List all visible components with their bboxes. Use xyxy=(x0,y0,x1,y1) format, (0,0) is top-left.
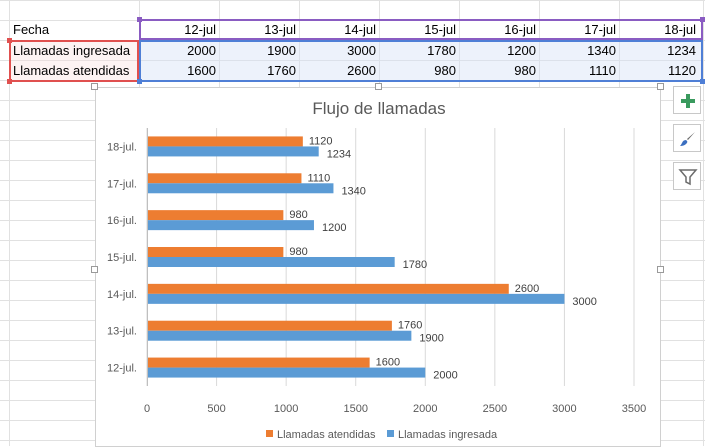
bar-ingresada[interactable] xyxy=(148,257,395,267)
chart-elements-button[interactable] xyxy=(673,86,701,114)
value-cell[interactable]: 1234 xyxy=(667,43,696,58)
bar-atendidas[interactable] xyxy=(148,210,284,221)
bar-chart: Flujo de llamadas 0 500 1000 1500 2000 2500 300… xyxy=(107,99,646,441)
date-cell[interactable]: 18-jul xyxy=(664,22,696,37)
value-cell[interactable]: 1900 xyxy=(267,43,296,58)
data-label: 1600 xyxy=(376,357,400,369)
legend-label[interactable]: Llamadas atendidas xyxy=(277,429,376,441)
value-cell[interactable]: 1780 xyxy=(427,43,456,58)
bar-atendidas[interactable] xyxy=(148,136,303,147)
chart-title: Flujo de llamadas xyxy=(312,99,445,118)
chart-object[interactable]: Flujo de llamadas 0 500 1000 1500 2000 2500 300… xyxy=(95,87,661,447)
data-label: 1340 xyxy=(341,185,365,197)
bar-atendidas[interactable] xyxy=(148,247,284,257)
range-handle[interactable] xyxy=(137,79,142,84)
data-label: 980 xyxy=(289,209,307,221)
values-range-highlight xyxy=(139,40,703,82)
legend-swatch xyxy=(387,430,394,437)
row-label-cell-ingresada[interactable]: Llamadas ingresada xyxy=(13,43,131,58)
range-handle[interactable] xyxy=(7,38,12,43)
bar-atendidas[interactable] xyxy=(148,283,509,294)
category-label: 15-jul. xyxy=(107,252,137,264)
date-cell[interactable]: 14-jul xyxy=(344,22,376,37)
data-label: 980 xyxy=(289,246,307,258)
brush-icon xyxy=(680,132,695,146)
bar-atendidas[interactable] xyxy=(148,173,302,184)
bar-ingresada[interactable] xyxy=(148,330,412,341)
chart-styles-button[interactable] xyxy=(673,124,701,152)
date-cell[interactable]: 12-jul xyxy=(184,22,216,37)
row-label-cell-atendidas[interactable]: Llamadas atendidas xyxy=(13,63,130,78)
bar-ingresada[interactable] xyxy=(148,183,334,194)
bar-atendidas[interactable] xyxy=(148,357,370,368)
value-cell[interactable]: 980 xyxy=(514,63,536,78)
chart-resize-handle[interactable] xyxy=(91,83,98,90)
category-label: 18-jul. xyxy=(107,141,137,153)
value-cell[interactable]: 2000 xyxy=(187,43,216,58)
chart-resize-handle[interactable] xyxy=(375,83,382,90)
data-label: 1110 xyxy=(307,172,330,184)
chart-filters-button[interactable] xyxy=(673,162,701,190)
legend-swatch xyxy=(266,430,273,437)
value-cell[interactable]: 1340 xyxy=(587,43,616,58)
bar-ingresada[interactable] xyxy=(148,293,565,304)
value-cell[interactable]: 1200 xyxy=(507,43,536,58)
x-tick-label: 3500 xyxy=(622,403,646,415)
bar-ingresada[interactable] xyxy=(148,220,314,231)
data-label: 1120 xyxy=(309,135,333,147)
series-name-range-highlight xyxy=(9,40,139,82)
header-label-cell[interactable]: Fecha xyxy=(13,22,50,37)
date-cell[interactable]: 16-jul xyxy=(504,22,536,37)
plus-icon xyxy=(681,94,695,108)
bar-ingresada[interactable] xyxy=(148,367,426,378)
data-label: 1900 xyxy=(419,333,443,345)
value-cell[interactable]: 2600 xyxy=(347,63,376,78)
date-cell[interactable]: 15-jul xyxy=(424,22,456,37)
category-label: 12-jul. xyxy=(107,363,137,375)
legend-label[interactable]: Llamadas ingresada xyxy=(398,429,498,441)
chart-resize-handle[interactable] xyxy=(657,266,664,273)
chart-resize-handle[interactable] xyxy=(657,83,664,90)
value-cell[interactable]: 1600 xyxy=(187,63,216,78)
data-label: 3000 xyxy=(572,296,596,308)
data-label: 1234 xyxy=(327,148,351,160)
value-cell[interactable]: 1110 xyxy=(589,63,616,78)
category-label: 17-jul. xyxy=(107,178,137,190)
category-label: 16-jul. xyxy=(107,215,137,227)
x-tick-label: 2000 xyxy=(413,403,437,415)
value-cell[interactable]: 1760 xyxy=(267,63,296,78)
x-tick-label: 1000 xyxy=(274,403,298,415)
date-cell[interactable]: 13-jul xyxy=(264,22,296,37)
value-cell[interactable]: 980 xyxy=(434,63,456,78)
x-tick-label: 500 xyxy=(207,403,225,415)
range-handle[interactable] xyxy=(700,17,705,22)
x-tick-label: 1500 xyxy=(343,403,367,415)
range-handle[interactable] xyxy=(137,17,142,22)
value-cell[interactable]: 3000 xyxy=(347,43,376,58)
category-label: 14-jul. xyxy=(107,289,137,301)
range-handle[interactable] xyxy=(7,79,12,84)
bar-ingresada[interactable] xyxy=(148,146,319,157)
range-handle[interactable] xyxy=(700,79,705,84)
x-tick-label: 0 xyxy=(144,403,150,415)
chart-resize-handle[interactable] xyxy=(91,266,98,273)
data-label: 1200 xyxy=(322,222,346,234)
x-tick-label: 2500 xyxy=(483,403,507,415)
value-cell[interactable]: 1120 xyxy=(668,63,696,78)
date-cell[interactable]: 17-jul xyxy=(584,22,616,37)
bar-atendidas[interactable] xyxy=(148,320,392,331)
data-label: 2000 xyxy=(433,370,457,382)
data-label: 2600 xyxy=(515,283,539,295)
category-range-highlight xyxy=(139,19,703,40)
data-label: 1760 xyxy=(398,320,422,332)
filter-icon xyxy=(678,169,698,186)
data-label: 1780 xyxy=(403,259,427,271)
category-label: 13-jul. xyxy=(107,326,137,338)
x-tick-label: 3000 xyxy=(552,403,576,415)
